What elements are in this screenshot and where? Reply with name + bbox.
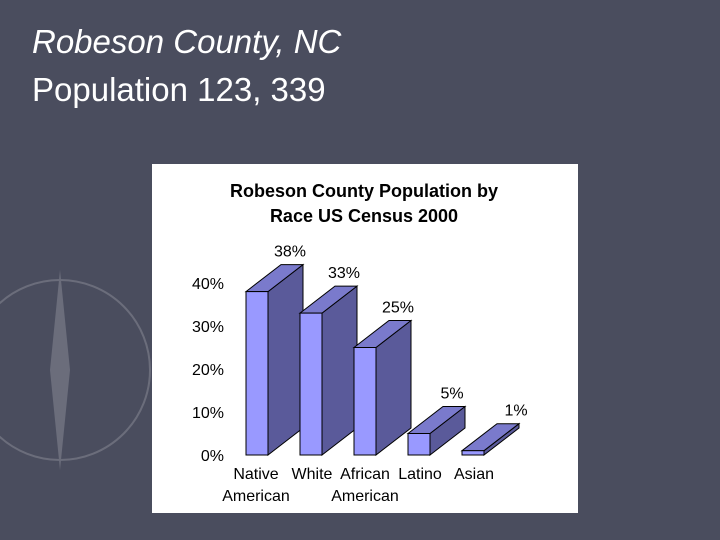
data-label: 5%: [440, 386, 463, 403]
y-axis-ticks: 0% 10% 20% 30% 40%: [192, 276, 224, 465]
slide-title-population: Population 123, 339: [32, 71, 326, 108]
chart-title-line2: Race US Census 2000: [270, 206, 458, 226]
y-tick-label: 20%: [192, 362, 224, 379]
x-tick-label: White: [292, 466, 333, 483]
bar-front: [299, 312, 323, 456]
x-tick-label: Asian: [454, 466, 494, 483]
x-tick-label: Native: [233, 466, 278, 483]
y-tick-label: 0%: [201, 448, 224, 465]
bar-side: [267, 263, 304, 457]
bar: [244, 263, 305, 457]
y-tick-label: 10%: [192, 405, 224, 422]
x-tick-label: African: [340, 466, 390, 483]
y-tick-label: 30%: [192, 319, 224, 336]
slide-title-county: Robeson County, NC: [32, 23, 342, 60]
bar: [352, 319, 413, 457]
bar-front: [353, 347, 377, 456]
bar-front: [245, 291, 269, 456]
x-tick-label-line2: American: [331, 488, 399, 505]
data-label: 38%: [274, 244, 306, 261]
bar: [460, 422, 521, 457]
bar-front: [461, 450, 485, 456]
compass-watermark-decoration: [0, 270, 151, 470]
y-tick-label: 40%: [192, 276, 224, 293]
bar: [298, 285, 359, 457]
bar-side: [321, 285, 358, 457]
x-tick-label-line2: American: [222, 488, 290, 505]
bars-group: 38% 33% 25% 5% 1%: [244, 244, 528, 457]
data-label: 25%: [382, 300, 414, 317]
chart-panel: Robeson County Population by Race US Cen…: [152, 164, 578, 513]
bar-chart: Robeson County Population by Race US Cen…: [192, 181, 528, 505]
bar-front: [407, 433, 431, 456]
data-label: 33%: [328, 265, 360, 282]
x-tick-label: Latino: [398, 466, 442, 483]
data-label: 1%: [504, 403, 527, 420]
chart-title-line1: Robeson County Population by: [230, 181, 498, 201]
bar: [406, 405, 467, 457]
slide-title: Robeson County, NC Population 123, 339: [32, 18, 341, 114]
